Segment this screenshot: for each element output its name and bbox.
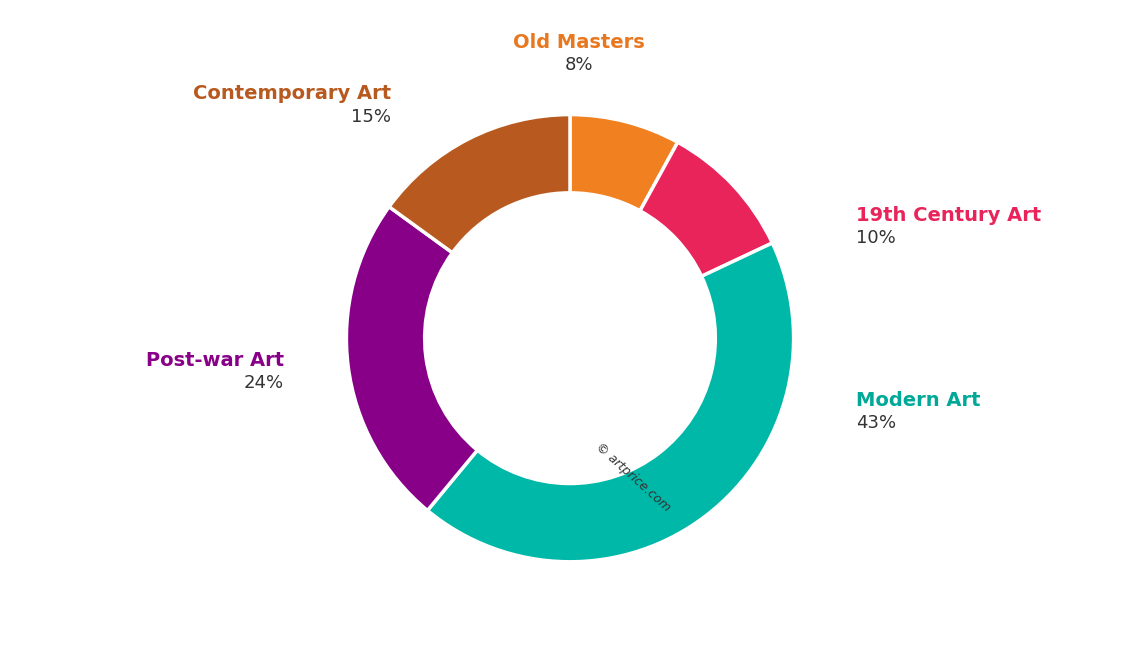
Wedge shape	[428, 243, 793, 562]
Wedge shape	[570, 114, 677, 211]
Text: Modern Art: Modern Art	[856, 391, 980, 410]
Text: 8%: 8%	[564, 56, 593, 75]
Text: 15%: 15%	[351, 108, 391, 126]
Wedge shape	[640, 142, 772, 276]
Text: 43%: 43%	[856, 414, 896, 432]
Text: Contemporary Art: Contemporary Art	[193, 84, 391, 103]
Text: Old Masters: Old Masters	[513, 33, 645, 52]
Text: 24%: 24%	[244, 374, 284, 392]
Text: Post-war Art: Post-war Art	[146, 351, 284, 370]
Text: © artprice.com: © artprice.com	[593, 440, 673, 514]
Text: 10%: 10%	[856, 228, 896, 247]
Wedge shape	[389, 114, 570, 252]
Wedge shape	[347, 207, 478, 511]
Text: 19th Century Art: 19th Century Art	[856, 206, 1042, 225]
